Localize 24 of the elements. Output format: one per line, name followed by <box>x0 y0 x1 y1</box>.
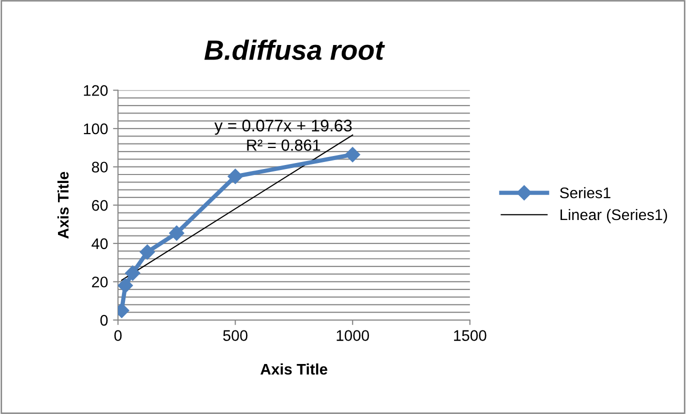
point <box>125 266 140 281</box>
y-tick-label: 60 <box>92 200 108 211</box>
y-tick-label: 20 <box>92 276 108 288</box>
x-tick-label: 500 <box>223 330 248 341</box>
point <box>228 168 243 184</box>
legend-label: Linear (Series1) <box>560 208 668 224</box>
y-tick-label: 0 <box>100 314 108 326</box>
point <box>169 226 184 241</box>
annotation: y = 0.077x + 19.63 <box>214 120 352 135</box>
y-axis-title: Axis Title <box>57 172 69 239</box>
y-tick-label: 40 <box>92 238 108 250</box>
x-axis-title: Axis Title <box>260 363 328 375</box>
point <box>140 244 155 260</box>
x-tick-label: 1500 <box>454 330 486 341</box>
x-tick-label: 1000 <box>336 330 369 341</box>
y-tick-label: 100 <box>84 123 108 134</box>
legend-label: Series1 <box>560 187 610 198</box>
x-tick-label: 0 <box>114 330 122 341</box>
y-tick-label: 120 <box>84 85 108 96</box>
chart-title: B.diffusa root <box>204 40 385 60</box>
point <box>345 147 360 162</box>
point <box>118 278 133 294</box>
annotation: R² = 0.861 <box>247 140 320 151</box>
y-tick-label: 80 <box>92 162 108 173</box>
